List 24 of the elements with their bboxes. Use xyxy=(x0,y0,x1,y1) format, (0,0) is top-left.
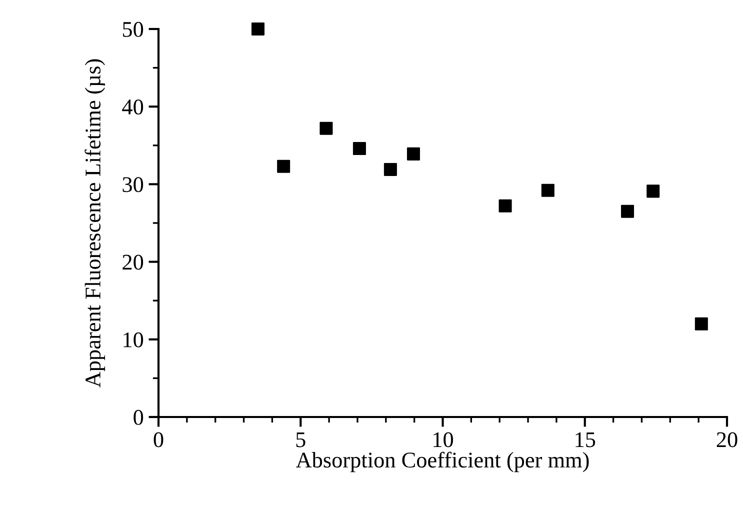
point xyxy=(621,204,634,218)
point xyxy=(251,22,264,36)
point xyxy=(384,162,397,176)
x-tick-label: 10 xyxy=(434,432,454,448)
point xyxy=(498,199,512,212)
point xyxy=(694,317,708,330)
y-tick-label: 0 xyxy=(134,410,144,425)
point xyxy=(320,122,333,135)
point xyxy=(277,160,290,173)
y-tick-label: 30 xyxy=(122,177,144,192)
point xyxy=(646,184,660,198)
point xyxy=(406,147,420,160)
y-axis-title: Apparent Fluorescence Lifetime (µs) xyxy=(84,59,106,388)
x-tick-label: 15 xyxy=(576,432,596,448)
y-tick-label: 20 xyxy=(122,254,144,270)
x-axis-title: Absorption Coefficient (per mm) xyxy=(296,452,589,472)
y-tick-label: 50 xyxy=(122,22,144,37)
x-tick-label: 20 xyxy=(716,432,738,448)
point xyxy=(541,184,554,197)
y-tick-label: 10 xyxy=(124,332,144,348)
point xyxy=(352,142,366,156)
x-tick-label: 5 xyxy=(296,432,306,448)
x-tick-label: 0 xyxy=(154,432,164,448)
y-tick-label: 40 xyxy=(122,100,144,115)
